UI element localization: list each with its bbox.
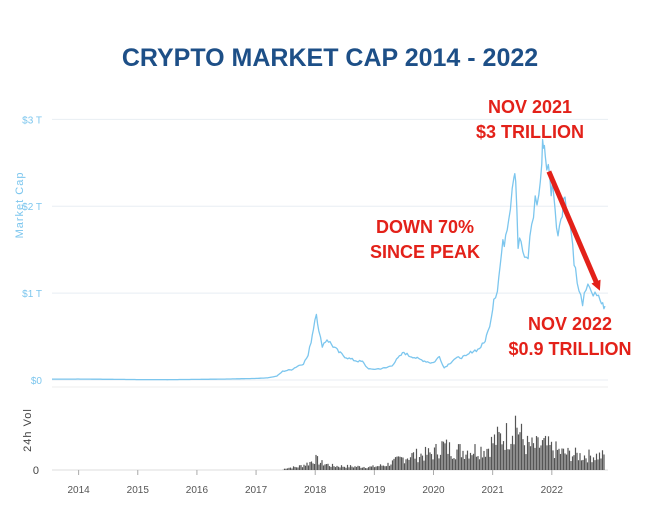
x-tick-label: 2021 xyxy=(482,485,505,496)
y-tick-label: $1 T xyxy=(22,289,42,300)
series-line-market-cap xyxy=(52,138,606,381)
y-axis-label: Market Cap xyxy=(14,172,26,239)
chart-title: CRYPTO MARKET CAP 2014 - 2022 xyxy=(122,44,538,72)
volume-tick-label: 0 xyxy=(33,465,40,477)
annotation-text: NOV 2021 xyxy=(488,97,572,117)
x-tick-label: 2014 xyxy=(67,485,90,496)
x-tick-label: 2017 xyxy=(245,485,268,496)
x-tick-label: 2022 xyxy=(541,485,564,496)
y-tick-label: $2 T xyxy=(22,202,42,213)
annotation-text: $3 TRILLION xyxy=(476,122,584,142)
x-tick-label: 2020 xyxy=(422,485,445,496)
decline-arrow xyxy=(546,170,601,291)
x-tick-label: 2015 xyxy=(127,485,150,496)
annotation-text: SINCE PEAK xyxy=(370,242,480,262)
annotation-text: NOV 2022 xyxy=(528,314,612,334)
volume-axis-label: 24h Vol xyxy=(22,408,34,452)
annotation-text: $0.9 TRILLION xyxy=(508,339,631,359)
x-tick-label: 2016 xyxy=(186,485,209,496)
y-tick-label: $0 xyxy=(31,376,43,387)
annotation-text: DOWN 70% xyxy=(376,217,474,237)
x-tick-label: 2018 xyxy=(304,485,327,496)
x-tick-label: 2019 xyxy=(363,485,386,496)
y-tick-label: $3 T xyxy=(22,115,42,126)
